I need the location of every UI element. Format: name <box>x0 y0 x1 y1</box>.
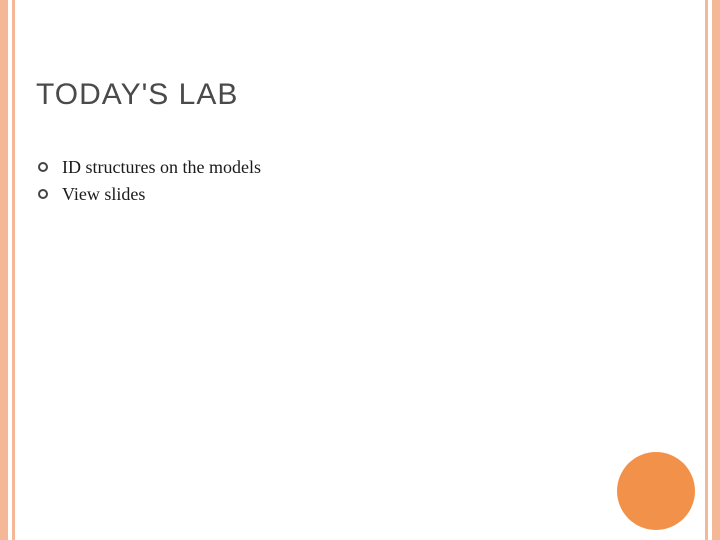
list-item: ID structures on the models <box>38 156 684 179</box>
bullet-list: ID structures on the models View slides <box>38 156 684 207</box>
bullet-text: View slides <box>62 183 145 206</box>
ring-bullet-icon <box>38 162 48 172</box>
list-item: View slides <box>38 183 684 206</box>
border-right-inner <box>705 0 708 540</box>
border-right-outer <box>712 0 720 540</box>
slide-content: TODAY'S LAB ID structures on the models … <box>36 78 684 211</box>
border-left-inner <box>12 0 15 540</box>
ring-bullet-icon <box>38 189 48 199</box>
bullet-text: ID structures on the models <box>62 156 261 179</box>
slide-title: TODAY'S LAB <box>36 78 684 112</box>
circle-decor-icon <box>617 452 695 530</box>
slide-frame: TODAY'S LAB ID structures on the models … <box>0 0 720 540</box>
border-left-outer <box>0 0 8 540</box>
